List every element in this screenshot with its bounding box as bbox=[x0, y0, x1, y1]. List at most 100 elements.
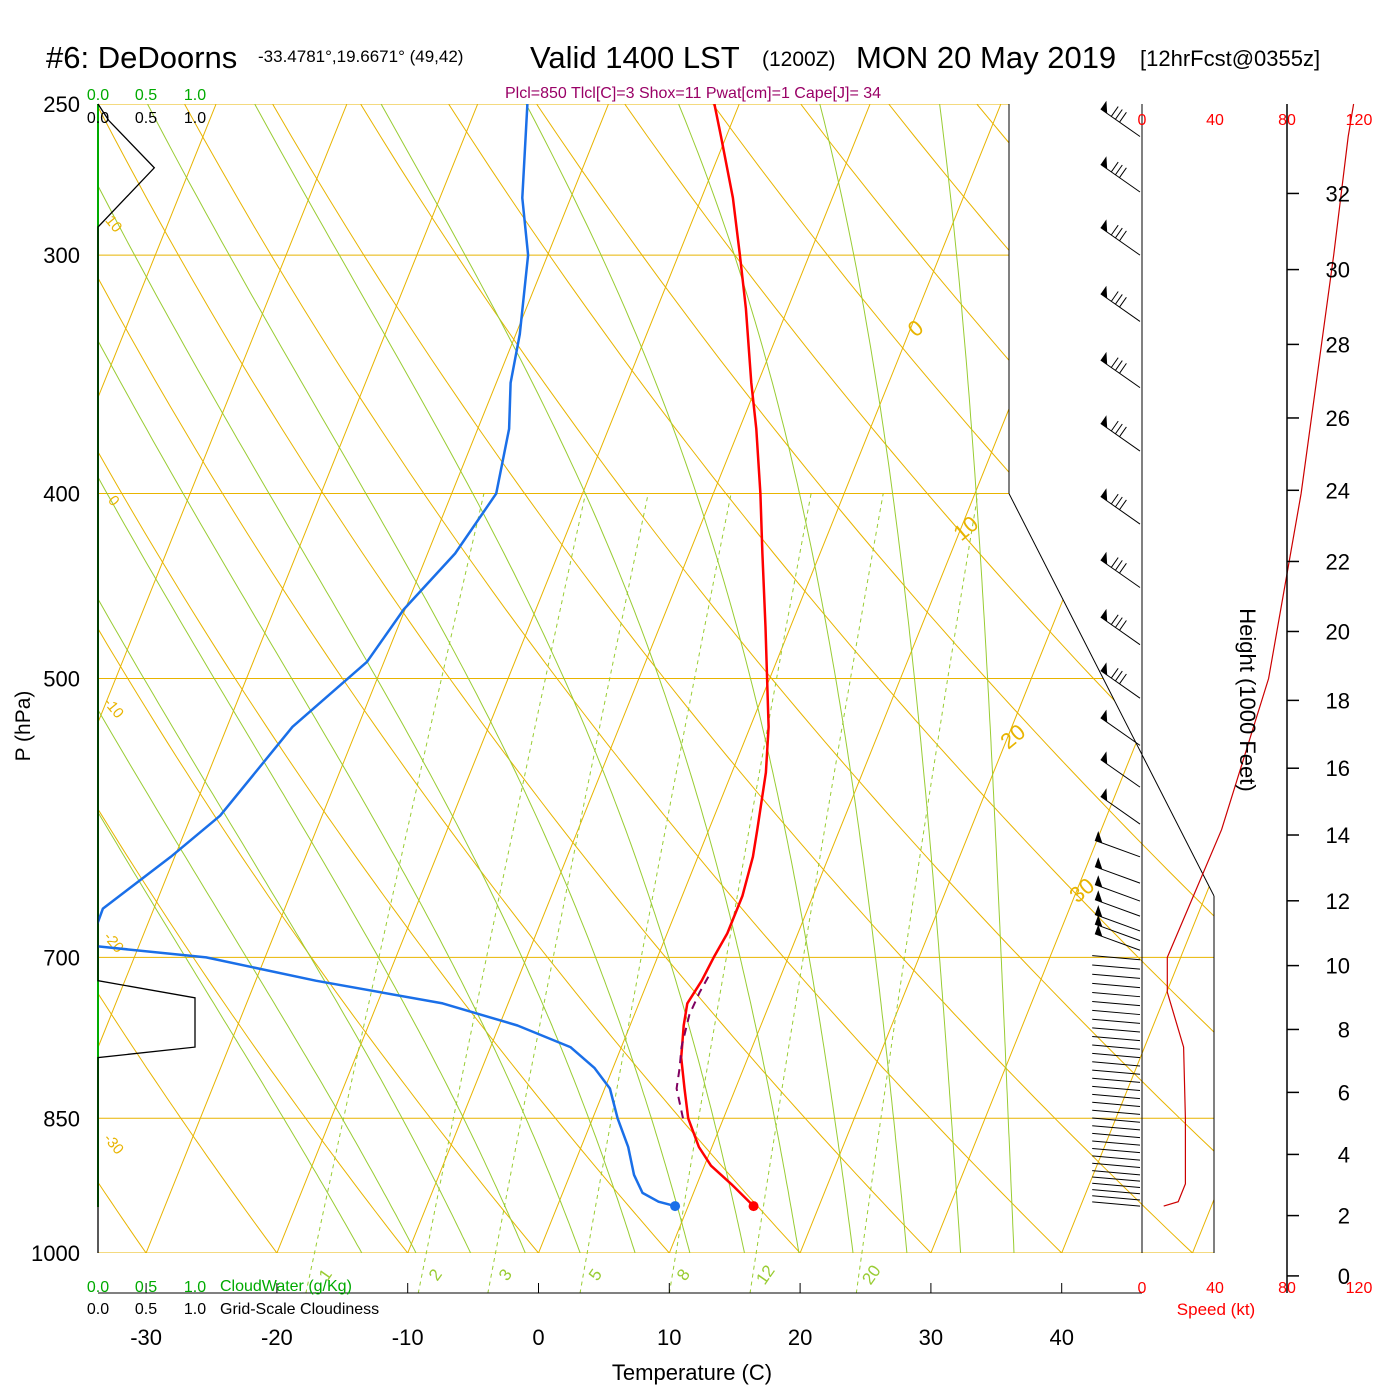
wind-barb bbox=[1100, 488, 1141, 525]
wind-barb-flag bbox=[1110, 420, 1119, 432]
x-tick-label-20: 20 bbox=[788, 1325, 812, 1350]
wind-barb-pennant bbox=[1094, 905, 1103, 918]
wind-barb bbox=[1092, 1140, 1141, 1146]
wind-barb-staff bbox=[1092, 982, 1141, 989]
speed-top-tick-3: 120 bbox=[1346, 112, 1373, 129]
x-tick-label--30: -30 bbox=[130, 1325, 162, 1350]
y-tick-label-250: 250 bbox=[43, 92, 80, 117]
moist-adiabat-34 bbox=[810, 104, 965, 1253]
wind-barb-pennant bbox=[1094, 875, 1103, 888]
moist-adiabat-38 bbox=[934, 104, 1017, 1253]
dry-adiabat-70 bbox=[426, 104, 1214, 1253]
forecast-info: [12hrFcst@0355z] bbox=[1140, 46, 1320, 71]
zulu-time: (1200Z) bbox=[762, 48, 836, 71]
wind-barb-pennant bbox=[1100, 488, 1108, 502]
cloud-scale-bottom-black-2: 1.0 bbox=[184, 1301, 206, 1318]
wind-barb-staff bbox=[1092, 1101, 1141, 1108]
y-tick-label-1000: 1000 bbox=[31, 1241, 80, 1266]
wind-barb-staff bbox=[1092, 955, 1141, 961]
x-tick-label--20: -20 bbox=[261, 1325, 293, 1350]
valid-time: Valid 1400 LST bbox=[530, 40, 740, 75]
moist-adiabat--2 bbox=[98, 104, 494, 1253]
wind-barb-pennant bbox=[1100, 156, 1108, 169]
wind-barb bbox=[1092, 1027, 1141, 1033]
speed-bottom-tick-2: 80 bbox=[1278, 1280, 1296, 1297]
dry-adiabat-150 bbox=[1122, 104, 1214, 1253]
speed-scale-top: 0 40 80 120 bbox=[1138, 112, 1373, 129]
dry-adiabat--10 bbox=[98, 104, 447, 1253]
wind-barb-pennant bbox=[1100, 351, 1108, 365]
wind-barb bbox=[1092, 982, 1141, 989]
wind-barb-pennant bbox=[1100, 608, 1108, 622]
dry-adiabat-label--20: -20 bbox=[100, 929, 127, 957]
wind-barb bbox=[1100, 100, 1141, 137]
wind-barb-staff bbox=[1100, 496, 1141, 525]
wind-barb-staff bbox=[1092, 1027, 1141, 1033]
isotherm--40 bbox=[98, 104, 479, 1253]
wind-barb-flag bbox=[1114, 560, 1123, 571]
wind-barb-staff bbox=[1094, 923, 1141, 942]
wind-barb bbox=[1092, 1077, 1141, 1083]
dewpoint-profile bbox=[98, 104, 676, 1208]
wind-barb-staff bbox=[1092, 1195, 1141, 1201]
wind-barb bbox=[1092, 1018, 1141, 1024]
wind-barb-flag bbox=[1114, 360, 1123, 371]
mixing-ratio-label-5: 5 bbox=[585, 1266, 606, 1285]
wind-barb-staff bbox=[1092, 1001, 1141, 1007]
wind-barb-flag bbox=[1110, 106, 1119, 117]
wind-barb bbox=[1092, 1036, 1141, 1042]
isotherm--50 bbox=[98, 104, 348, 1253]
height-tick-label-12: 12 bbox=[1326, 889, 1350, 914]
wind-barb-flag bbox=[1114, 496, 1123, 508]
dry-adiabat-50 bbox=[252, 104, 1214, 1253]
mixing-ratio-label-20: 20 bbox=[858, 1262, 884, 1288]
wind-barb-pennant bbox=[1100, 709, 1108, 723]
wind-barb-flag bbox=[1114, 294, 1123, 305]
wind-barb-flag bbox=[1110, 291, 1119, 302]
x-tick-label-30: 30 bbox=[919, 1325, 943, 1350]
height-tick-label-20: 20 bbox=[1326, 619, 1350, 644]
background-lines bbox=[0, 70, 1214, 1301]
wind-barb bbox=[1100, 351, 1141, 389]
moist-adiabat--6 bbox=[98, 104, 442, 1253]
moist-adiabat-22 bbox=[361, 104, 808, 1253]
wind-barb bbox=[1092, 1009, 1141, 1016]
wind-barb-staff bbox=[1100, 227, 1141, 256]
wind-barb bbox=[1092, 1044, 1141, 1050]
wind-barb-flag bbox=[1119, 363, 1127, 374]
wind-barb-pennant bbox=[1094, 857, 1103, 870]
moist-adiabat-26 bbox=[507, 104, 860, 1253]
wind-barb-pennant bbox=[1100, 285, 1108, 299]
isotherm--20 bbox=[276, 104, 740, 1253]
moist-adiabat-30 bbox=[663, 104, 912, 1253]
height-tick-label-32: 32 bbox=[1326, 181, 1350, 206]
wind-barb-staff bbox=[1092, 1036, 1141, 1042]
height-tick-label-8: 8 bbox=[1338, 1017, 1350, 1042]
wind-barb bbox=[1094, 924, 1141, 951]
wind-barb-flag bbox=[1110, 224, 1119, 236]
cloud-scale-bottom-green-2: 1.0 bbox=[184, 1279, 206, 1296]
height-axis-title: Height (1000 Feet) bbox=[1235, 608, 1260, 791]
wind-barb-flag bbox=[1119, 167, 1127, 178]
height-tick-label-26: 26 bbox=[1326, 406, 1350, 431]
wind-barb-pennant bbox=[1100, 100, 1108, 114]
dry-adiabat--40 bbox=[0, 70, 47, 1301]
height-tick-label-6: 6 bbox=[1338, 1080, 1350, 1105]
dry-adiabat-10 bbox=[98, 104, 713, 1253]
grid-layer: -30 -20 -10 0 10 20 30 402503004005007008501000… bbox=[0, 70, 1215, 1350]
dry-adiabat-140 bbox=[1035, 104, 1214, 1253]
wind-barb bbox=[1092, 1182, 1141, 1188]
wind-barb bbox=[1100, 751, 1141, 788]
wind-barb-pennant bbox=[1094, 914, 1103, 927]
wind-barb-flag bbox=[1110, 557, 1119, 568]
wind-barb-flag bbox=[1114, 670, 1123, 682]
wind-barb-flag bbox=[1110, 614, 1119, 625]
cloud-scale-top-green-0: 0.0 bbox=[87, 87, 109, 104]
inner-lines bbox=[305, 493, 979, 1293]
wind-barb bbox=[1094, 831, 1141, 858]
wind-barb-staff bbox=[1094, 914, 1141, 932]
wind-barb-flag bbox=[1119, 230, 1127, 242]
height-tick-label-0: 0 bbox=[1338, 1264, 1350, 1289]
moist-adiabat-10 bbox=[98, 104, 651, 1253]
